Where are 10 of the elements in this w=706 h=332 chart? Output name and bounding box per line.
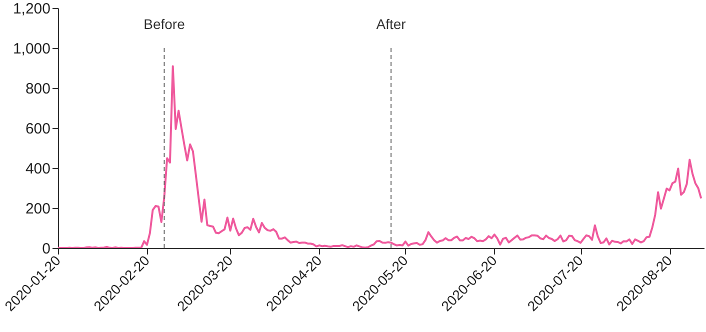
y-tick-label: 200 [25,200,50,218]
y-tick-label: 400 [25,160,50,178]
y-tick-label: 800 [25,80,50,98]
ref-line-label: Before [144,16,186,32]
line-series [58,65,702,248]
ref-line-label: After [376,16,406,32]
y-tick-label: 1,000 [12,40,50,58]
y-tick-label: 600 [25,120,50,138]
y-tick-label: 0 [42,240,50,258]
y-tick-label: 1,200 [12,0,50,18]
